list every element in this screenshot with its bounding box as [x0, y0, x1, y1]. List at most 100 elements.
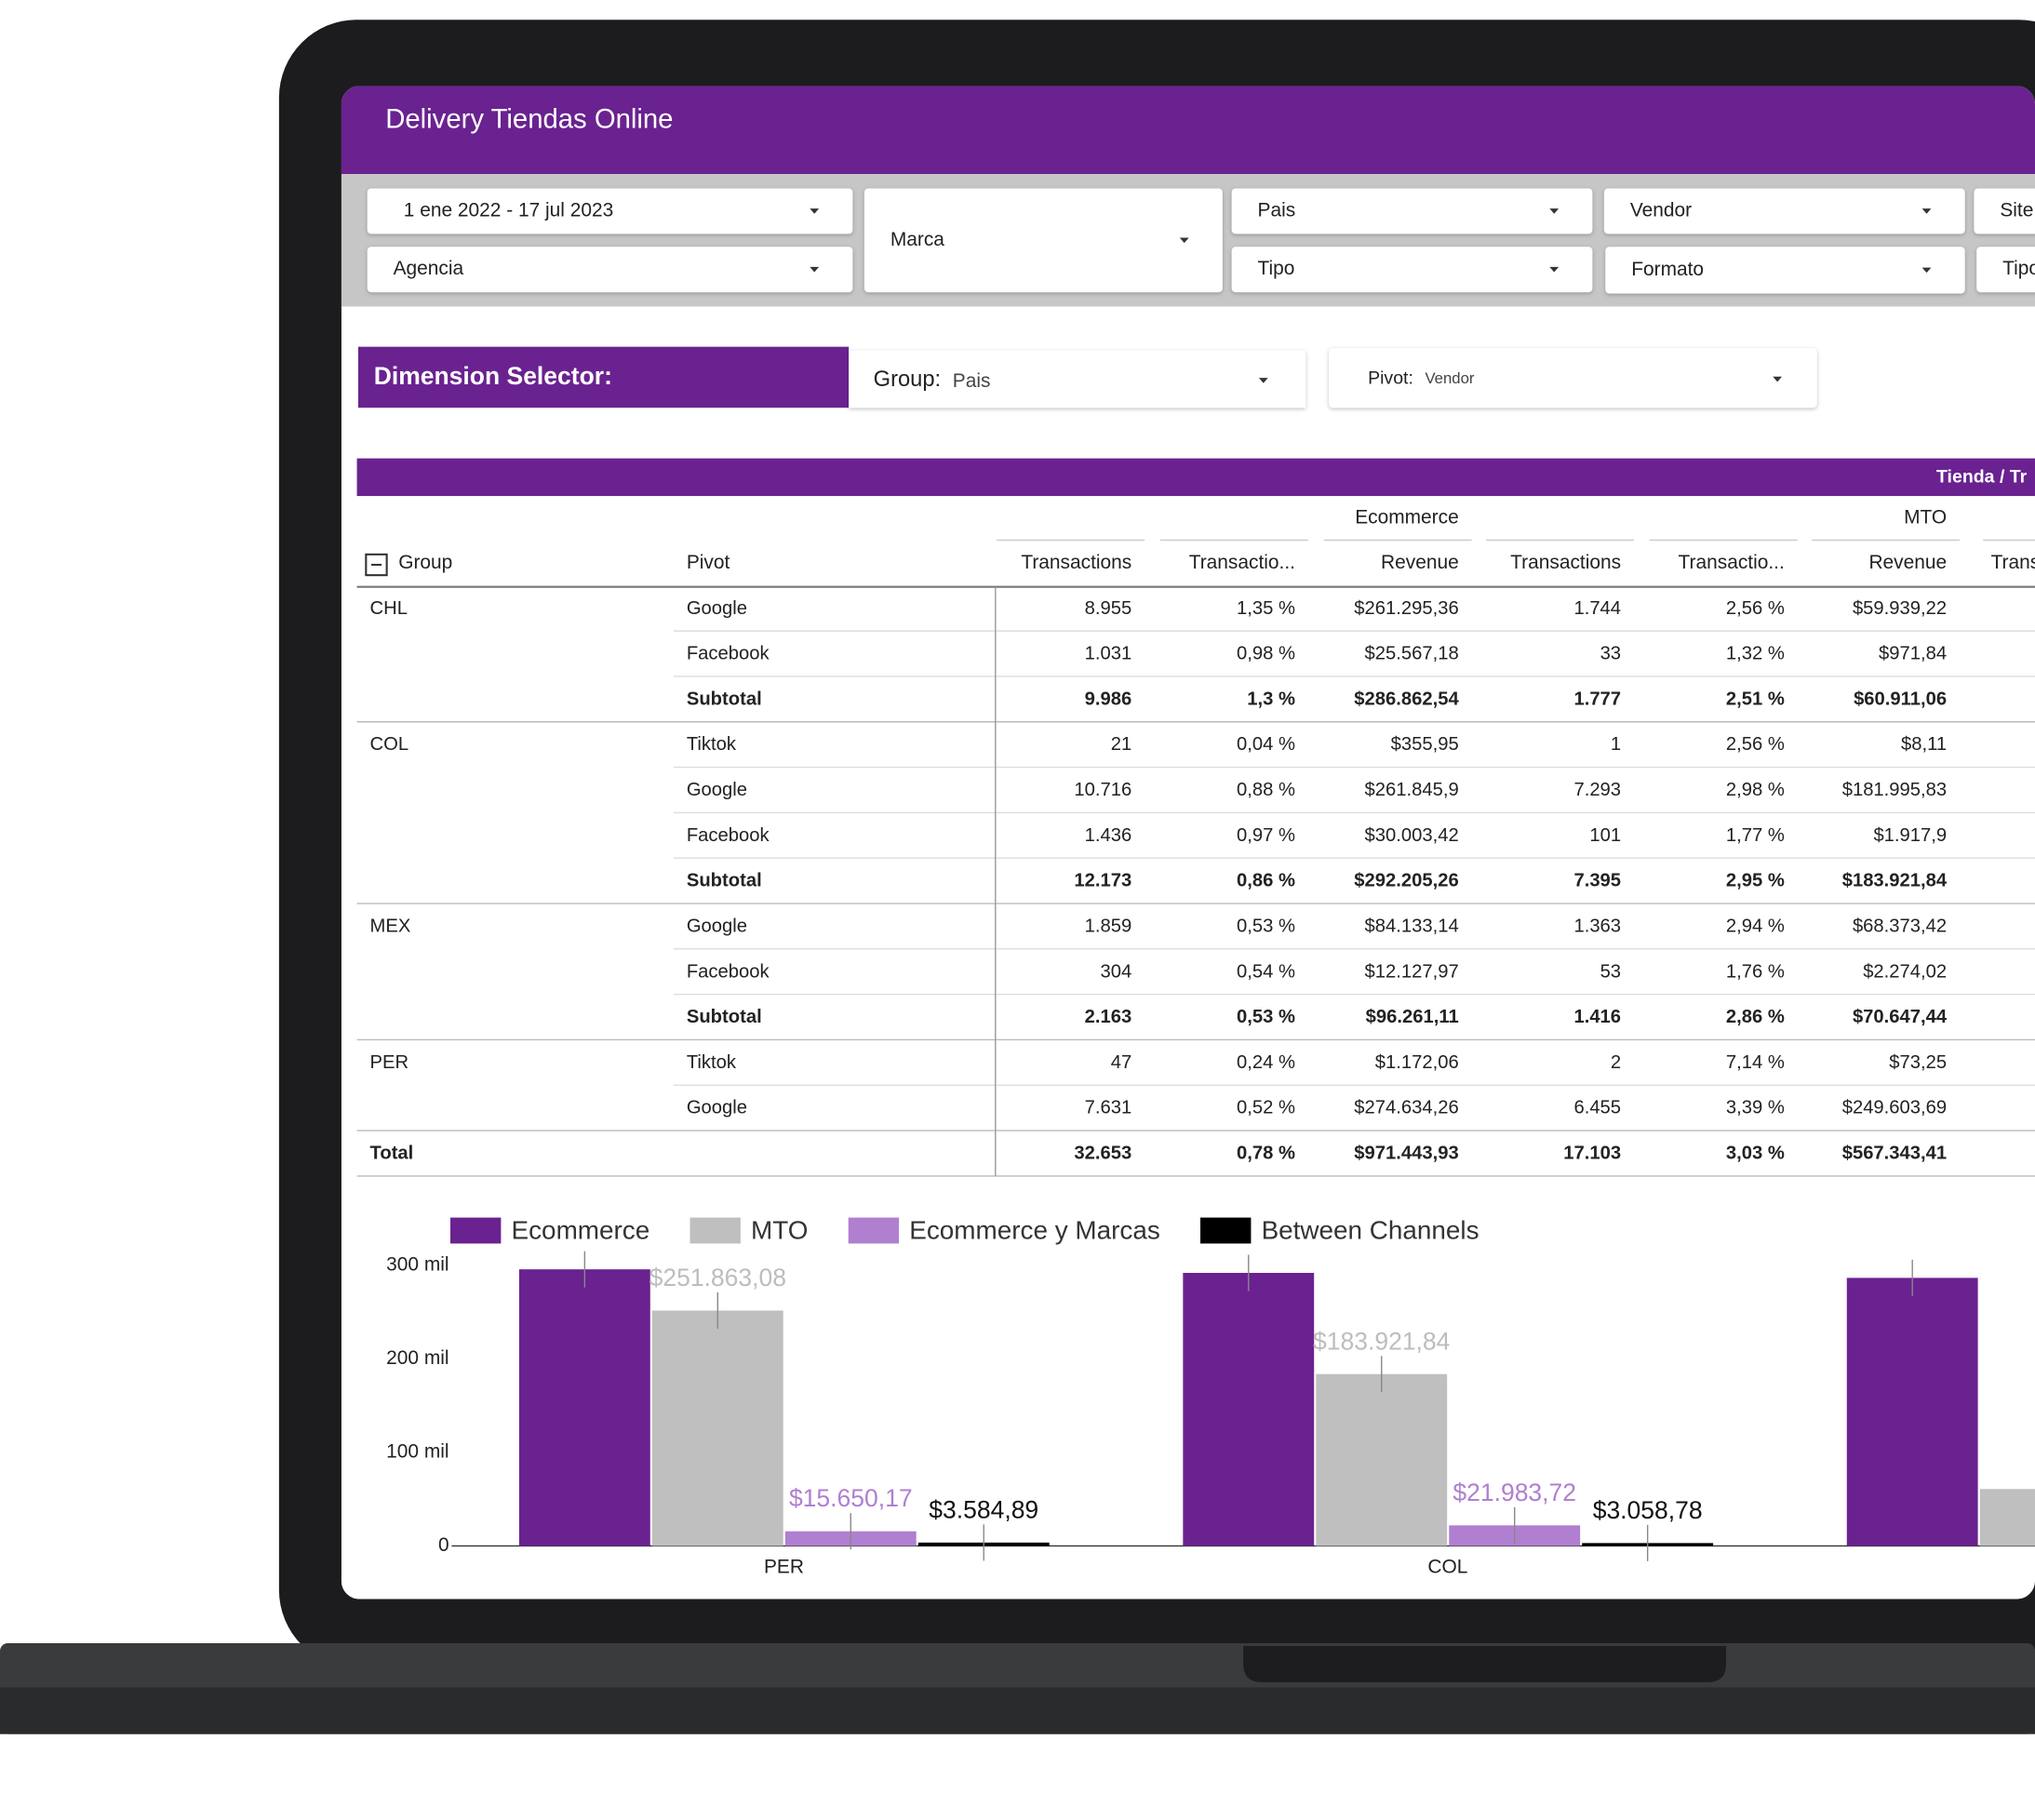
filter-label: Formato [1631, 259, 1704, 280]
y-tick-label: 200 mil [386, 1347, 449, 1369]
value-cell: 2,86 % [1726, 1007, 1785, 1027]
group-cell: COL [370, 734, 409, 755]
value-cell: $181.995,83 [1842, 780, 1947, 800]
filter-dropdown[interactable] [1976, 247, 2035, 293]
filter-dropdown[interactable] [864, 188, 1223, 293]
pivot-cell: Google [687, 1098, 747, 1118]
value-cell: 1,77 % [1726, 825, 1785, 846]
legend-label: Ecommerce y Marcas [909, 1215, 1160, 1244]
value-cell: 1,76 % [1726, 961, 1785, 982]
value-cell: 0,24 % [1237, 1052, 1295, 1073]
bar-value-label: $3.058,78 [1593, 1496, 1703, 1524]
header-title: Delivery Tiendas Online [385, 104, 673, 135]
value-cell: 2,56 % [1726, 734, 1785, 755]
value-cell: 2 [1611, 1052, 1621, 1073]
value-cell: $59.939,22 [1853, 598, 1947, 619]
value-cell: $286.862,54 [1354, 689, 1459, 709]
pivot-cell: Google [687, 598, 747, 619]
value-cell: 2,51 % [1726, 689, 1785, 709]
filter-label: 1 ene 2022 - 17 jul 2023 [404, 199, 614, 221]
value-cell: 304 [1101, 961, 1132, 982]
bar-value-label: $3.584,89 [929, 1495, 1038, 1523]
value-cell: 0,04 % [1237, 734, 1295, 755]
value-cell: $355,95 [1391, 734, 1459, 755]
value-cell: 8.955 [1085, 598, 1132, 619]
value-cell: 2,56 % [1726, 598, 1785, 619]
filter-dropdown[interactable] [1605, 247, 1965, 294]
column-header: Revenue [1868, 552, 1947, 573]
filter-dropdown[interactable] [367, 247, 853, 293]
table-banner [356, 458, 2035, 497]
dropdown-arrow [810, 266, 820, 273]
value-cell: 6.455 [1573, 1098, 1621, 1118]
value-cell: 53 [1600, 961, 1622, 982]
value-cell: 21 [1111, 734, 1132, 755]
dimension-selector-label-bg [357, 346, 850, 408]
value-cell: $73,25 [1889, 1052, 1947, 1073]
group-cell: CHL [370, 598, 408, 619]
bar-value-label: $183.921,84 [1313, 1327, 1450, 1355]
pivot-cell: Google [687, 780, 747, 800]
dropdown-arrow [1773, 376, 1783, 382]
value-cell: 1.436 [1085, 825, 1132, 846]
group-value: Pais [953, 370, 991, 392]
value-cell: 1.363 [1573, 916, 1621, 936]
collapse-icon[interactable] [365, 553, 388, 577]
filter-dropdown[interactable] [1603, 188, 1965, 234]
group-cell: PER [370, 1052, 409, 1073]
value-cell: 3,03 % [1726, 1144, 1785, 1164]
value-cell: $84.133,14 [1365, 916, 1459, 936]
pivot-cell: Subtotal [687, 871, 762, 891]
filter-label: Vendor [1630, 199, 1692, 221]
value-cell: $567.343,41 [1842, 1144, 1947, 1164]
total-label: Total [370, 1144, 414, 1164]
pivot-cell: Facebook [687, 644, 770, 664]
legend-label: Ecommerce [512, 1215, 650, 1244]
column-header: Pivot [687, 552, 730, 573]
filter-label: Tipo [1258, 258, 1295, 279]
pivot-value: Vendor [1425, 369, 1474, 387]
value-cell: $1.172,06 [1375, 1052, 1459, 1073]
bar [1316, 1373, 1448, 1546]
value-cell: 0,52 % [1237, 1098, 1295, 1118]
y-tick-label: 0 [438, 1534, 449, 1556]
value-cell: $60.911,06 [1854, 689, 1947, 709]
x-tick-label: COL [1427, 1557, 1467, 1578]
pivot-cell: Subtotal [687, 689, 762, 709]
filter-dropdown[interactable] [1231, 188, 1593, 234]
value-cell: 0,53 % [1237, 1007, 1295, 1027]
dropdown-arrow [1179, 237, 1189, 244]
value-cell: $261.295,36 [1354, 598, 1458, 619]
value-cell: $292.205,26 [1354, 871, 1458, 891]
legend-swatch [1200, 1217, 1252, 1244]
bar-value-label: $21.983,72 [1453, 1479, 1576, 1506]
value-cell: 10.716 [1074, 780, 1131, 800]
dropdown-arrow [1549, 266, 1560, 273]
value-cell: 1 [1611, 734, 1621, 755]
value-cell: $274.634,26 [1354, 1098, 1458, 1118]
pivot-cell: Facebook [687, 961, 770, 982]
pivot-cell: Tiktok [687, 734, 737, 755]
group-dropdown[interactable] [849, 350, 1306, 408]
value-cell: 17.103 [1563, 1144, 1621, 1164]
value-cell: 7.631 [1085, 1098, 1132, 1118]
value-cell: 1.777 [1573, 689, 1621, 709]
pivot-label: Pivot: [1368, 368, 1413, 389]
filter-dropdown[interactable] [1231, 247, 1593, 293]
legend-swatch [449, 1217, 502, 1244]
y-tick-label: 100 mil [386, 1441, 449, 1463]
value-cell: 1,3 % [1247, 689, 1295, 709]
value-cell: 1.859 [1085, 916, 1132, 936]
filter-dropdown[interactable] [1974, 188, 2035, 234]
dropdown-arrow [1921, 267, 1932, 274]
x-tick-label: PER [764, 1557, 804, 1578]
value-cell: 2.163 [1085, 1007, 1132, 1027]
filter-dropdown[interactable] [367, 188, 853, 234]
legend-label: MTO [751, 1215, 808, 1244]
pivot-dropdown[interactable] [1329, 348, 1817, 408]
y-tick-label: 300 mil [386, 1254, 449, 1276]
value-cell: 1.744 [1573, 598, 1621, 619]
value-cell: $261.845,9 [1365, 780, 1459, 800]
value-cell: 0,88 % [1237, 780, 1295, 800]
